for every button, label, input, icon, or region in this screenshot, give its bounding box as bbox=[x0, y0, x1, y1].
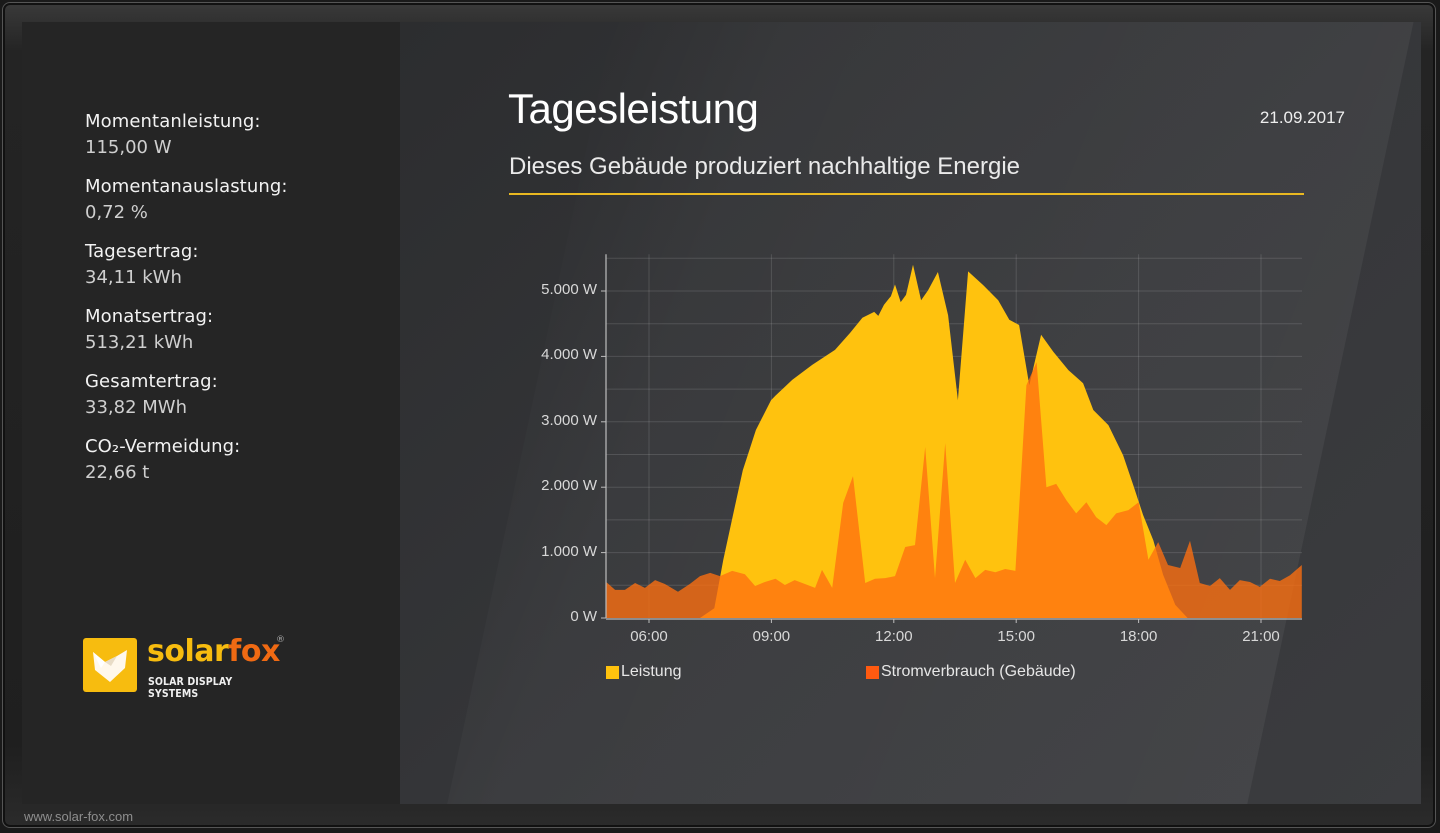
stat-monatsertrag: Monatsertrag: 513,21 kWh bbox=[85, 306, 213, 354]
x-tick-label: 09:00 bbox=[752, 628, 791, 645]
page-title: Tagesleistung bbox=[508, 85, 759, 132]
stat-label: Gesamtertrag: bbox=[85, 371, 218, 392]
y-tick-label: 2.000 W bbox=[541, 477, 597, 495]
x-tick-label: 12:00 bbox=[875, 628, 913, 645]
stat-value: 115,00 W bbox=[85, 137, 172, 158]
page-subtitle: Dieses Gebäude produziert nachhaltige En… bbox=[509, 153, 1020, 180]
chart-areas bbox=[606, 264, 1302, 618]
stat-label: Momentanleistung: bbox=[85, 111, 261, 132]
display-screen bbox=[22, 22, 1421, 804]
stat-tagesertrag: Tagesertrag: 34,11 kWh bbox=[85, 241, 199, 289]
stat-momentanleistung: Momentanleistung: 115,00 W bbox=[85, 111, 261, 159]
stat-value: 513,21 kWh bbox=[85, 332, 194, 353]
y-tick-label: 1.000 W bbox=[541, 542, 597, 560]
y-tick-label: 5.000 W bbox=[541, 281, 597, 298]
stat-label: Tagesertrag: bbox=[85, 241, 199, 262]
header-divider bbox=[509, 193, 1304, 195]
logo-tagline: SOLAR DISPLAY SYSTEMS bbox=[148, 676, 233, 700]
stat-gesamtertrag: Gesamtertrag: 33,82 MWh bbox=[85, 371, 218, 419]
solarfox-logo: solarfox ® SOLAR DISPLAY SYSTEMS bbox=[83, 634, 285, 700]
stat-label: CO₂-Vermeidung: bbox=[85, 436, 241, 457]
date-label: 21.09.2017 bbox=[1259, 108, 1345, 127]
stat-label: Momentanauslastung: bbox=[85, 176, 288, 197]
legend-item-leistung[interactable]: Leistung bbox=[606, 663, 682, 681]
legend-swatch-leistung bbox=[606, 665, 619, 679]
area-stromverbrauch bbox=[606, 362, 1302, 618]
legend-item-stromverbrauch[interactable]: Stromverbrauch (Gebäude) bbox=[866, 663, 1076, 681]
legend-label: Stromverbrauch (Gebäude) bbox=[881, 663, 1076, 680]
footer-url: www.solar-fox.com bbox=[24, 809, 134, 824]
logo-wordmark: solarfox bbox=[147, 634, 280, 669]
registered-mark: ® bbox=[276, 635, 285, 645]
x-tick-label: 18:00 bbox=[1119, 628, 1158, 645]
legend-label: Leistung bbox=[621, 663, 682, 680]
stat-value: 33,82 MWh bbox=[85, 397, 187, 418]
stat-momentanauslastung: Momentanauslastung: 0,72 % bbox=[85, 176, 288, 224]
stat-value: 22,66 t bbox=[85, 462, 150, 483]
y-tick-label: 3.000 W bbox=[541, 411, 597, 429]
chart-axes bbox=[601, 254, 1302, 623]
y-tick-label: 4.000 W bbox=[541, 346, 597, 364]
stat-value: 34,11 kWh bbox=[85, 267, 182, 288]
x-tick-label: 15:00 bbox=[997, 628, 1035, 645]
area-leistung bbox=[606, 264, 1302, 618]
stat-label: Monatsertrag: bbox=[85, 306, 214, 327]
x-tick-label: 21:00 bbox=[1242, 628, 1280, 645]
x-tick-label: 06:00 bbox=[630, 628, 668, 645]
stat-value: 0,72 % bbox=[85, 202, 148, 223]
stat-co2-vermeidung: CO₂-Vermeidung: 22,66 t bbox=[85, 436, 240, 484]
legend-swatch-stromverbrauch bbox=[866, 665, 879, 679]
fox-head-icon bbox=[83, 638, 137, 692]
y-tick-label: 0 W bbox=[570, 608, 597, 625]
